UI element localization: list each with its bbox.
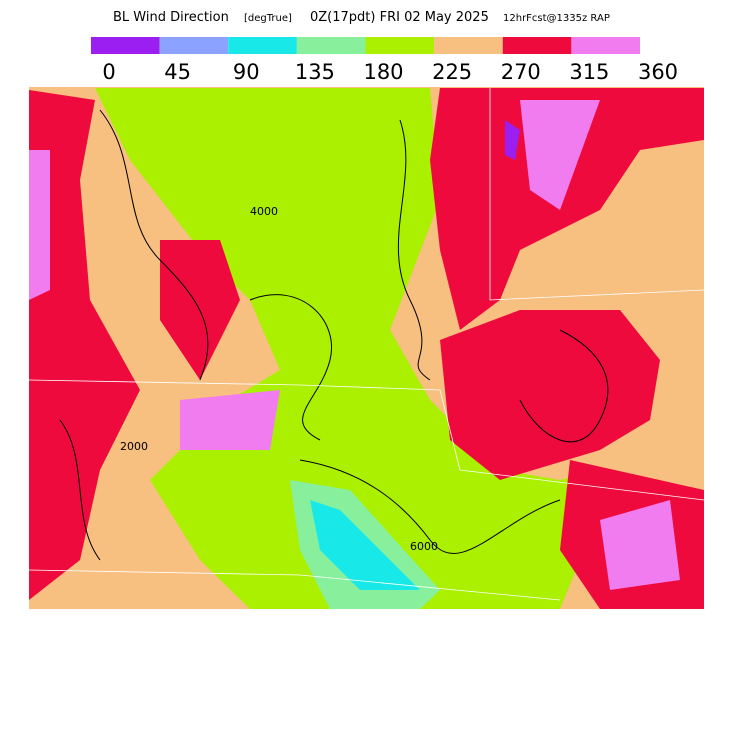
valid-time: 0Z(17pdt) FRI 02 May 2025: [310, 10, 489, 25]
colorbar-label: 180: [363, 60, 403, 84]
contour-label: 6000: [410, 540, 438, 553]
colorbar-segment: [571, 37, 640, 54]
colorbar-segment: [296, 37, 366, 54]
forecast: 12hrFcst@1335z RAP: [503, 13, 610, 24]
contour-label: 2000: [120, 440, 148, 453]
colorbar-segment: [434, 37, 503, 54]
colorbar-segment: [228, 37, 297, 54]
colorbar-label: 45: [164, 60, 191, 84]
colorbar-segment: [365, 37, 435, 54]
colorbar-label: 135: [295, 60, 335, 84]
colorbar-segment: [502, 37, 572, 54]
contour-label: 4000: [250, 205, 278, 218]
title: BL Wind Direction: [113, 10, 229, 25]
colorbar-label: 360: [638, 60, 678, 84]
colorbar-label: 270: [501, 60, 541, 84]
colorbar-segment: [159, 37, 229, 54]
colorbar: 0 45 90 135 180 225 270 315 360: [91, 37, 678, 84]
units: [degTrue]: [244, 13, 292, 24]
colorbar-segment: [91, 37, 160, 54]
map: 4000 6000 2000: [29, 87, 704, 609]
colorbar-label: 90: [233, 60, 260, 84]
colorbar-label: 315: [569, 60, 609, 84]
colorbar-label: 0: [102, 60, 115, 84]
colorbar-label: 225: [432, 60, 472, 84]
